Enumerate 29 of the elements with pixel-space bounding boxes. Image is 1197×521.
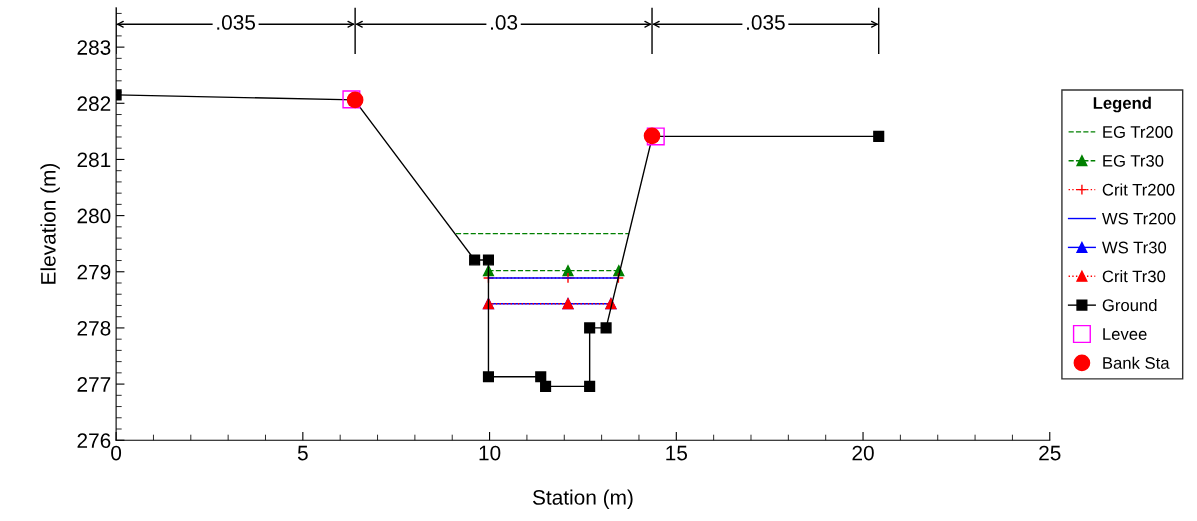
y-tick-label: 281 <box>77 152 111 168</box>
y-tick-label: 280 <box>77 208 111 224</box>
legend-title: Legend <box>1093 96 1151 113</box>
x-tick-label: 5 <box>297 445 308 461</box>
annotation: .03 <box>491 15 518 30</box>
y-axis-title: Elevation (m) <box>40 163 60 284</box>
x-tick-label: 20 <box>852 445 874 461</box>
legend-label: Crit Tr30 <box>1102 270 1166 283</box>
y-tick-label: 283 <box>77 40 111 55</box>
x-tick-label: 15 <box>666 445 688 461</box>
x-tick-label: 10 <box>479 445 501 461</box>
x-axis-title: Station (m) <box>532 489 633 509</box>
y-tick-label: 282 <box>77 96 111 112</box>
y-tick-label: 277 <box>77 377 111 392</box>
legend-label: EG Tr200 <box>1103 126 1173 138</box>
legend-label: WS Tr200 <box>1101 212 1176 225</box>
annotation: .035 <box>747 15 785 30</box>
x-tick-label: 0 <box>111 445 122 461</box>
x-tick-label: 25 <box>1039 445 1061 461</box>
y-tick-label: 279 <box>77 264 111 280</box>
legend-label: WS Tr30 <box>1101 241 1167 254</box>
y-tick-label: 276 <box>77 433 111 448</box>
y-tick-label: 278 <box>77 320 111 336</box>
legend-label: Crit Tr200 <box>1102 183 1175 196</box>
legend-label: Ground <box>1102 298 1157 312</box>
legend-label: EG Tr30 <box>1103 154 1164 167</box>
legend-label: Bank Sta <box>1103 356 1170 369</box>
legend-label: Levee <box>1103 328 1147 340</box>
annotation: .035 <box>217 15 256 30</box>
